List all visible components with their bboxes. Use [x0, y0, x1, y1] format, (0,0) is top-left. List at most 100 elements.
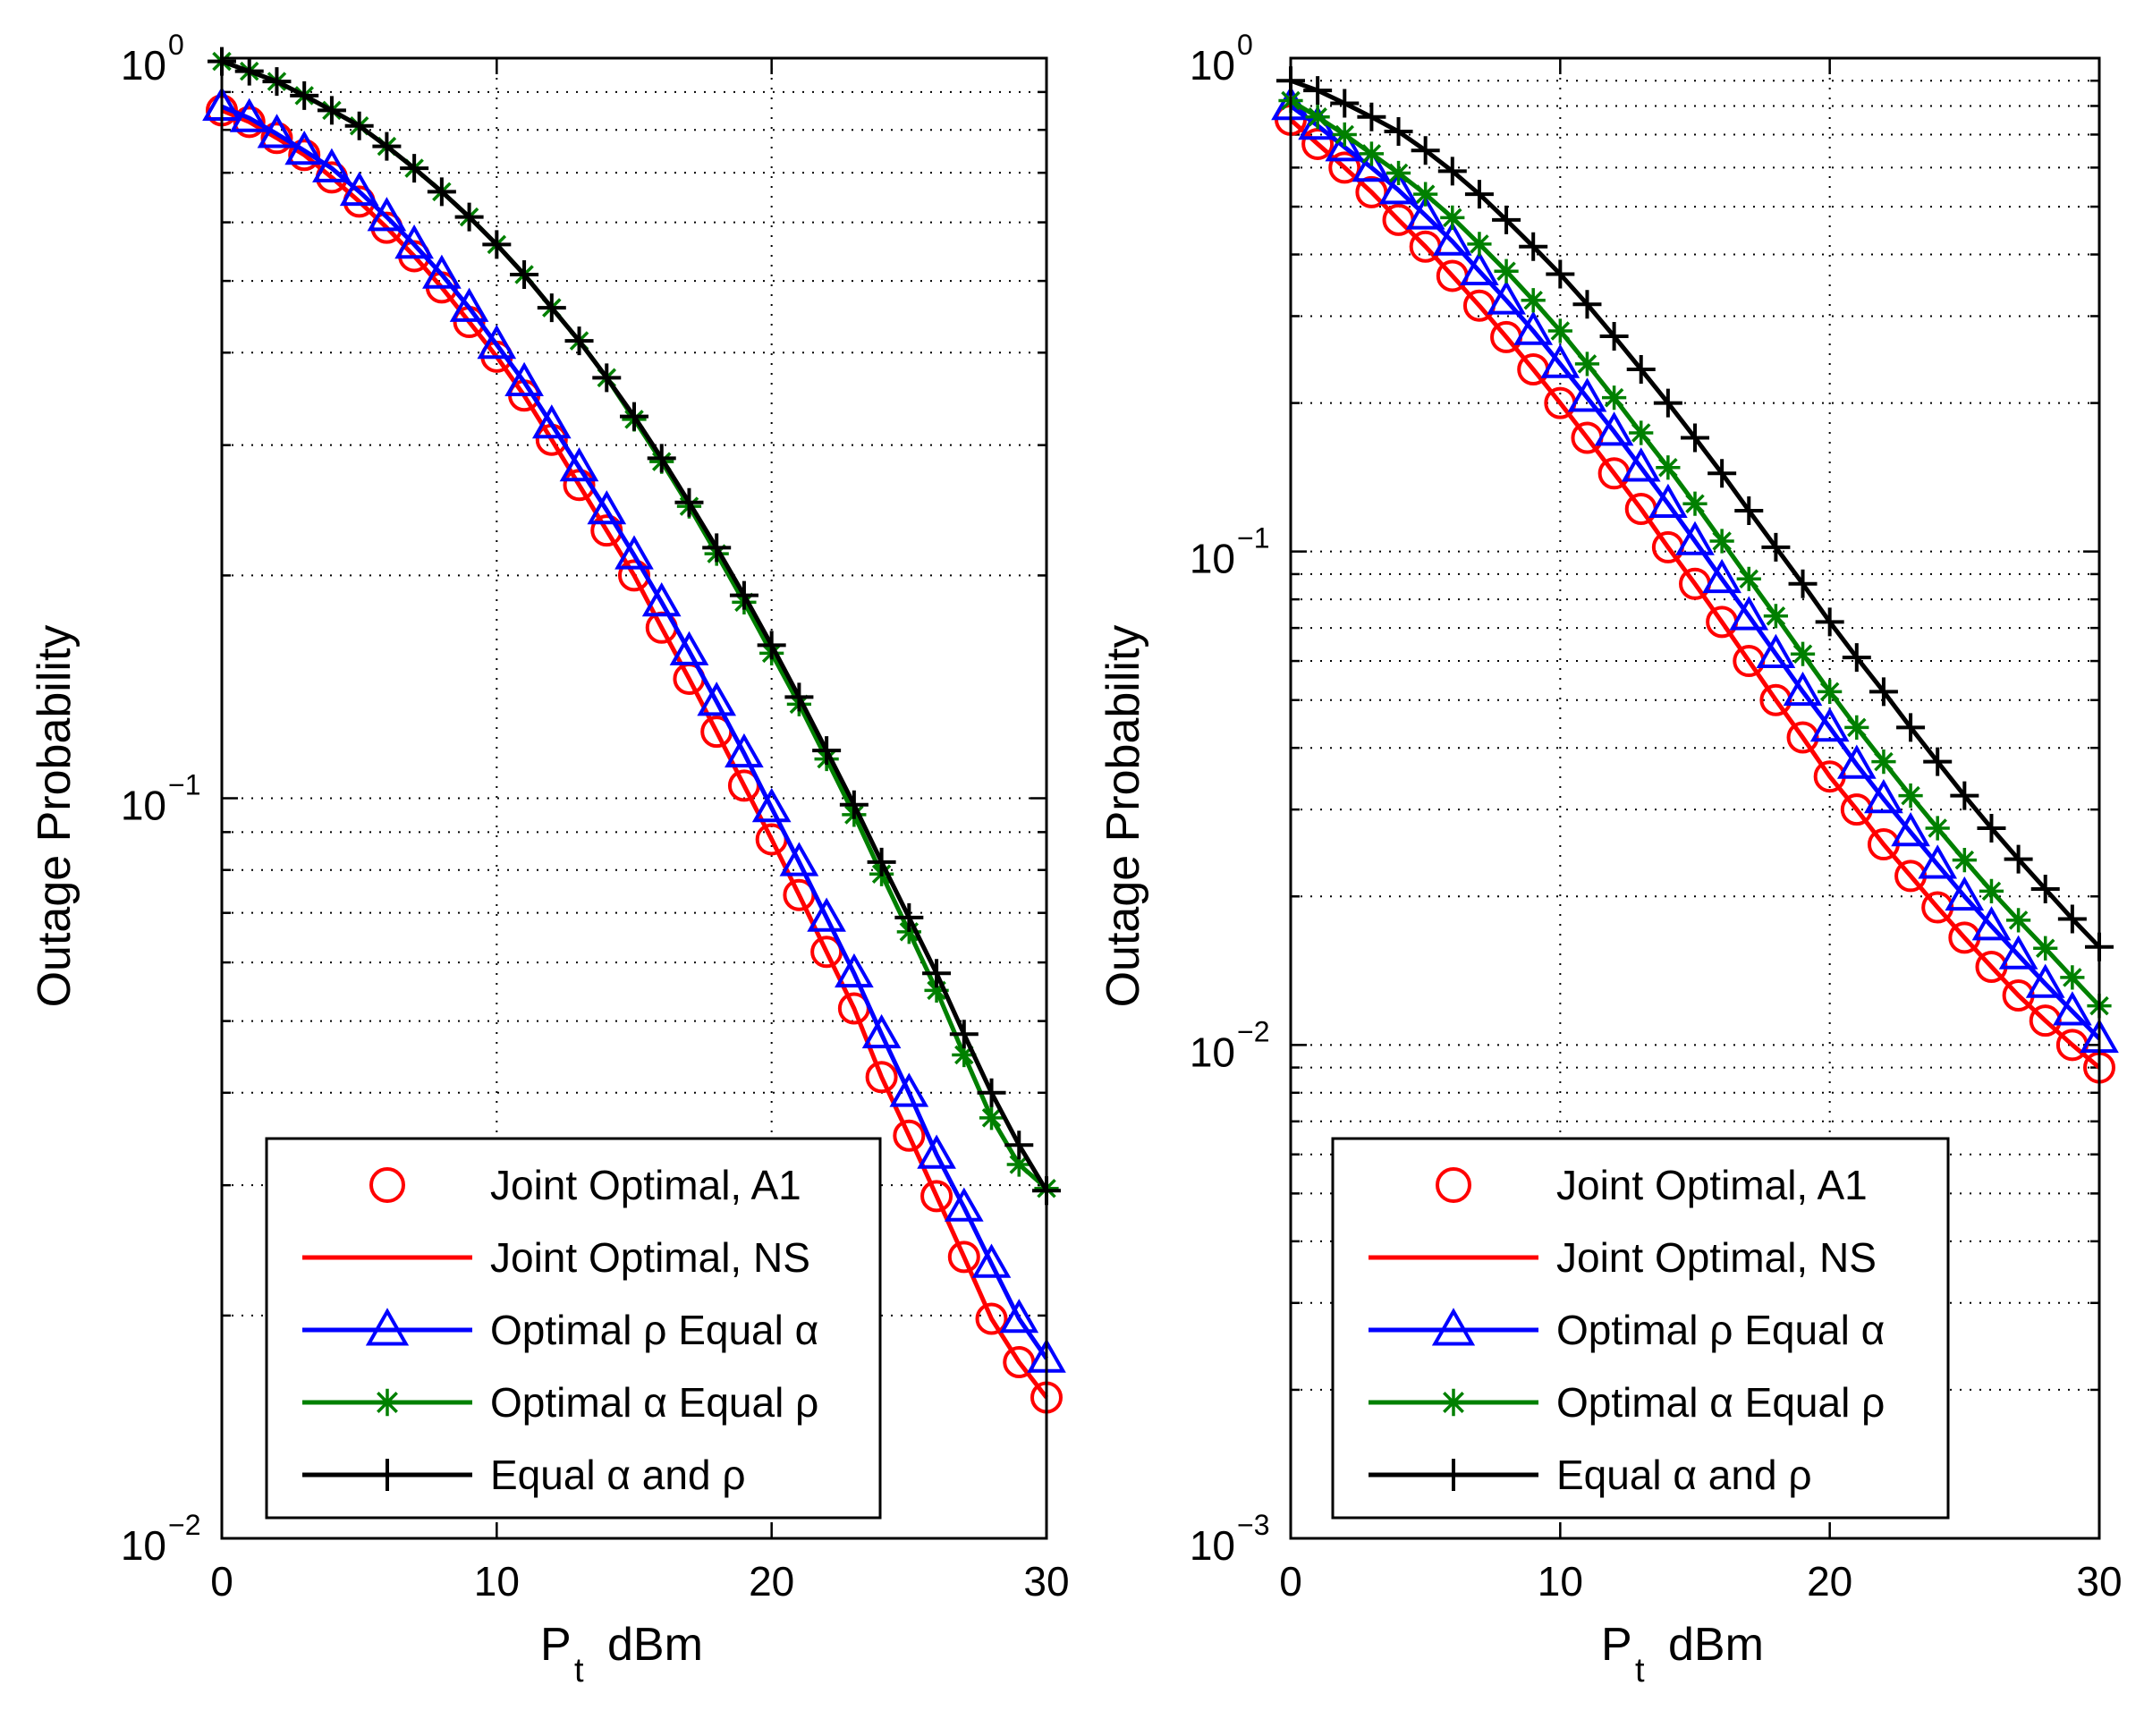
data-point-marker	[944, 1187, 984, 1222]
data-point-marker	[1729, 596, 1769, 631]
x-tick-label: 30	[2076, 1558, 2122, 1605]
legend-entry: Optimal ρ Equal α	[1369, 1307, 1885, 1353]
y-tick-label: 10	[1190, 536, 1235, 582]
x-tick-label: 0	[1279, 1558, 1302, 1605]
data-point-marker	[1467, 232, 1492, 257]
legend-label: Equal α and ρ	[1556, 1452, 1812, 1498]
data-point-marker	[229, 97, 269, 132]
data-point-marker	[835, 953, 874, 988]
data-point-marker	[620, 402, 648, 431]
data-point-marker	[1460, 250, 1499, 285]
series-2	[1271, 86, 2119, 1054]
legend-marker	[1431, 1308, 1476, 1346]
data-point-marker	[1815, 607, 1844, 637]
data-point-marker	[784, 682, 814, 712]
data-point-marker	[1437, 157, 1467, 186]
data-point-marker	[257, 114, 297, 148]
data-point-marker	[400, 154, 429, 183]
series-line	[1289, 104, 2101, 1041]
data-point-marker	[1301, 127, 1335, 160]
data-point-marker	[1790, 641, 1816, 666]
legend-label: Joint Optimal, A1	[490, 1162, 801, 1208]
legend: Joint Optimal, A1 Joint Optimal, NS Optima…	[265, 1137, 882, 1520]
data-point-marker	[1761, 532, 1791, 562]
data-point-marker	[971, 1243, 1012, 1278]
data-point-marker	[839, 790, 869, 819]
y-tick-exponent: −3	[1237, 1509, 1269, 1541]
data-point-marker	[504, 361, 544, 396]
legend-marker	[1436, 1167, 1471, 1203]
data-point-marker	[339, 171, 379, 207]
y-tick-label: 10	[1190, 1029, 1235, 1075]
y-tick-exponent: −2	[168, 1509, 200, 1541]
data-point-marker	[614, 535, 654, 570]
data-point-marker	[1519, 232, 1548, 261]
data-point-marker	[894, 902, 924, 932]
data-point-marker	[427, 177, 456, 207]
data-point-marker	[1869, 677, 1898, 707]
y-tick-label: 10	[1190, 42, 1235, 89]
data-point-marker	[1405, 195, 1445, 230]
data-point-marker	[1352, 147, 1392, 182]
data-point-marker	[290, 80, 319, 110]
series-line	[221, 108, 1048, 1400]
data-point-marker	[1950, 781, 1979, 810]
data-point-marker	[1386, 160, 1411, 186]
data-point-marker	[592, 363, 622, 393]
data-point-marker	[702, 533, 732, 563]
plot-frame	[220, 56, 1048, 1540]
data-point-marker	[2006, 908, 2031, 933]
data-point-marker	[889, 1072, 929, 1107]
data-point-marker	[1998, 935, 2038, 970]
data-point-marker	[1952, 847, 1977, 873]
legend-entry: Joint Optimal, A1	[369, 1162, 801, 1208]
data-point-marker	[924, 978, 949, 1003]
data-point-marker	[317, 96, 346, 125]
data-point-marker	[979, 1105, 1004, 1131]
data-point-marker	[422, 254, 462, 289]
data-point-marker	[1702, 558, 1741, 594]
data-point-marker	[947, 1241, 980, 1274]
series-group	[1271, 66, 2119, 1084]
data-point-marker	[454, 202, 484, 232]
data-point-marker	[260, 122, 293, 155]
y-axis-label: Outage Probability	[1097, 625, 1149, 1008]
data-point-marker	[1567, 377, 1607, 412]
data-point-marker	[1547, 318, 1572, 343]
data-point-marker	[1574, 351, 1600, 377]
legend-entry: Equal α and ρ	[302, 1452, 746, 1498]
x-tick-label: 10	[1538, 1558, 1583, 1605]
data-point-marker	[807, 897, 846, 932]
legend-entry: Joint Optimal, NS	[1369, 1234, 1877, 1281]
data-point-marker	[922, 959, 952, 988]
y-tick-exponent: 0	[168, 29, 184, 61]
data-point-marker	[2004, 844, 2033, 874]
data-point-marker	[1840, 793, 1873, 826]
y-tick-label: 10	[121, 42, 166, 89]
data-point-marker	[1682, 491, 1708, 516]
data-point-marker	[1521, 288, 1546, 313]
data-point-marker	[1945, 876, 1985, 911]
data-point-marker	[975, 1302, 1008, 1335]
data-point-marker	[1734, 495, 1764, 525]
legend: Joint Optimal, A1 Joint Optimal, NS Optima…	[1331, 1137, 1950, 1520]
data-point-marker	[917, 1134, 956, 1169]
data-point-marker	[1708, 459, 1737, 488]
legend-entry: Equal α and ρ	[1369, 1452, 1812, 1498]
series-3	[1278, 88, 2112, 1019]
data-point-marker	[1629, 420, 1654, 445]
data-point-marker	[1786, 721, 1819, 754]
data-point-marker	[2033, 936, 2058, 961]
legend-label: Joint Optimal, NS	[1556, 1234, 1877, 1281]
data-point-marker	[1464, 180, 1494, 209]
data-point-marker	[587, 490, 627, 525]
data-point-marker	[1923, 747, 1953, 776]
legend-marker	[1437, 1459, 1470, 1491]
data-point-marker	[367, 197, 407, 232]
data-point-marker	[1871, 749, 1896, 775]
legend-label: Joint Optimal, NS	[490, 1234, 810, 1281]
data-point-marker	[394, 224, 434, 259]
y-tick-label: 10	[121, 783, 166, 829]
y-tick-exponent: 0	[1237, 29, 1253, 61]
